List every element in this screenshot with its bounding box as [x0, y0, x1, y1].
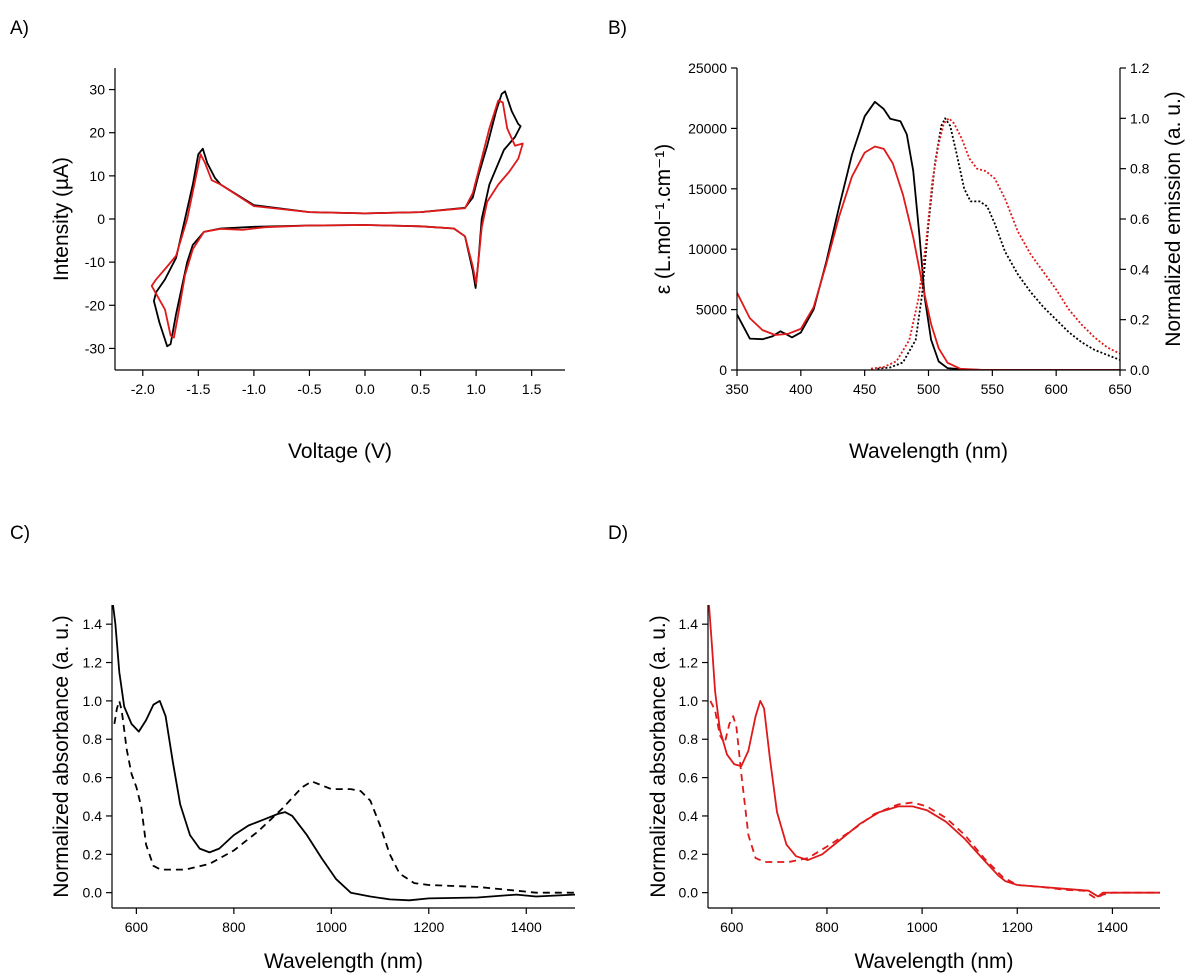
y-tick-label: 0.4 — [679, 808, 699, 824]
y-tick-label: 1.2 — [679, 655, 699, 671]
y-tick-label: 0.8 — [679, 731, 699, 747]
x-tick-label: 500 — [917, 381, 941, 397]
y2-tick-label: 1.2 — [1130, 60, 1150, 76]
y-tick-label: 1.0 — [83, 693, 103, 709]
y-tick-label: 20 — [89, 125, 105, 141]
y-tick-label: 0.4 — [83, 808, 103, 824]
y-axis-label: Normalized absorbance (a. u.) — [647, 615, 670, 897]
y-tick-label: 20000 — [688, 120, 727, 136]
series-line-0-1 — [150, 99, 524, 339]
panel-letter-a: A) — [10, 18, 29, 39]
y2-tick-label: 0.8 — [1130, 161, 1150, 177]
y-tick-label: 1.4 — [679, 616, 699, 632]
y-tick-label: 1.2 — [83, 655, 103, 671]
series-line-2-1 — [113, 700, 575, 894]
chart-panel-3: 600 800 1000 1200 1400 0.0 0.2 0.4 0.6 0.8 1.0 1.2 1… — [647, 605, 1160, 973]
y2-tick-label: 1.0 — [1130, 110, 1150, 126]
y-tick-label: 1.4 — [83, 616, 103, 632]
series-line-1-0 — [737, 100, 1120, 370]
y2-tick-label: 0.0 — [1130, 362, 1150, 378]
x-tick-label: 800 — [222, 919, 246, 935]
y-tick-label: 15000 — [688, 181, 727, 197]
y-tick-label: 0.6 — [83, 770, 103, 786]
y2-tick-label: 0.6 — [1130, 211, 1150, 227]
y-tick-label: 0.2 — [83, 846, 103, 862]
x-tick-label: 550 — [981, 381, 1005, 397]
series-line-1-3 — [870, 117, 1120, 370]
y-tick-label: 0.0 — [679, 885, 699, 901]
chart-panel-1: 350 400 450 500 550 600 650 0 5000 10000 15000 2000… — [652, 60, 1185, 463]
x-tick-label: 0.0 — [355, 381, 375, 397]
panel-letter-d: D) — [608, 523, 629, 544]
series-line-0-0 — [153, 90, 522, 348]
x-tick-label: 450 — [853, 381, 877, 397]
x-axis-label: Wavelength (nm) — [264, 950, 423, 973]
x-tick-label: 0.5 — [411, 381, 431, 397]
x-tick-label: 1400 — [511, 919, 542, 935]
chart-panel-0: -2.0 -1.5 -1.0 -0.5 0.0 0.5 1.0 1.5 -30 -20 -10 0 10… — [50, 68, 565, 463]
y-tick-label: 10000 — [688, 241, 727, 257]
x-tick-label: -0.5 — [297, 381, 321, 397]
x-tick-label: 1000 — [907, 919, 938, 935]
y-tick-label: 0.6 — [679, 770, 699, 786]
y-tick-label: 5000 — [696, 302, 727, 318]
x-tick-label: 600 — [1044, 381, 1068, 397]
x-tick-label: 600 — [125, 919, 149, 935]
x-tick-label: 1400 — [1097, 919, 1128, 935]
x-tick-label: 400 — [789, 381, 813, 397]
y2-axis-label: Normalized emission (a. u.) — [1162, 91, 1185, 347]
y-tick-label: 1.0 — [679, 693, 699, 709]
y2-tick-label: 0.4 — [1130, 261, 1150, 277]
y-axis-label: Intensity (µA) — [50, 157, 73, 281]
x-tick-label: -1.5 — [186, 381, 210, 397]
y-tick-label: 30 — [89, 82, 105, 98]
series-line-3-1 — [709, 700, 1160, 900]
series-line-3-0 — [708, 605, 1160, 898]
chart-panel-2: 600 800 1000 1200 1400 0.0 0.2 0.4 0.6 0.8 1.0 1.2 1… — [50, 605, 575, 973]
x-axis-label: Wavelength (nm) — [849, 440, 1008, 463]
y-tick-label: 0.8 — [83, 731, 103, 747]
x-tick-label: 1.0 — [466, 381, 486, 397]
y-tick-label: 0 — [97, 211, 105, 227]
y-tick-label: -10 — [85, 254, 105, 270]
y-tick-label: -20 — [85, 297, 105, 313]
y-axis-label: ε (L.mol⁻¹.cm⁻¹) — [652, 144, 675, 295]
y-tick-label: 25000 — [688, 60, 727, 76]
x-tick-label: 1000 — [316, 919, 347, 935]
y-tick-label: -30 — [85, 340, 105, 356]
x-tick-label: 1200 — [413, 919, 444, 935]
series-line-1-1 — [737, 145, 1120, 370]
series-line-1-2 — [877, 117, 1120, 370]
x-axis-label: Wavelength (nm) — [854, 950, 1013, 973]
y-tick-label: 0 — [719, 362, 727, 378]
y-tick-label: 0.0 — [83, 885, 103, 901]
y-axis-label: Normalized absorbance (a. u.) — [50, 615, 73, 897]
panel-letter-b: B) — [608, 18, 627, 39]
x-tick-label: 800 — [815, 919, 839, 935]
series-line-2-0 — [112, 605, 575, 902]
x-tick-label: 350 — [725, 381, 749, 397]
y2-tick-label: 0.2 — [1130, 312, 1150, 328]
x-tick-label: 1.5 — [522, 381, 542, 397]
y-tick-label: 10 — [89, 168, 105, 184]
x-tick-label: 1200 — [1002, 919, 1033, 935]
x-axis-label: Voltage (V) — [288, 440, 392, 463]
x-tick-label: -1.0 — [242, 381, 266, 397]
y-tick-label: 0.2 — [679, 846, 699, 862]
x-tick-label: 600 — [720, 919, 744, 935]
x-tick-label: -2.0 — [131, 381, 155, 397]
panel-letter-c: C) — [10, 523, 31, 544]
x-tick-label: 650 — [1108, 381, 1132, 397]
